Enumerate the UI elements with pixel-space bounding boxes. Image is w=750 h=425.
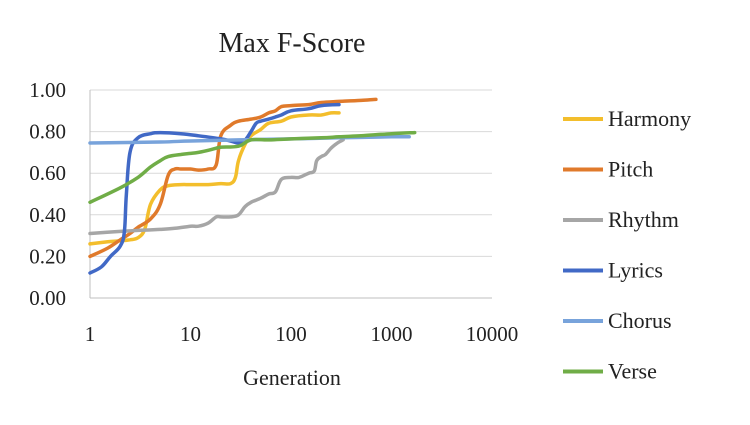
legend-item-rhythm: Rhythm	[563, 207, 679, 232]
series-line-verse	[88, 130, 417, 205]
legend-item-pitch: Pitch	[563, 157, 653, 182]
legend: Harmony Pitch Rhythm Lyrics Chorus Verse	[563, 106, 691, 384]
y-tick-label: 0.20	[29, 244, 66, 268]
legend-item-lyrics: Lyrics	[563, 258, 663, 283]
legend-label: Verse	[608, 359, 657, 384]
series-line-lyrics	[88, 102, 341, 275]
y-tick-label: 0.60	[29, 161, 66, 185]
x-tick-label: 100	[275, 322, 307, 346]
tick-labels: 0.00 0.20 0.40 0.60 0.80 1.00 1 10 100 1000 10000	[29, 78, 518, 346]
legend-label: Pitch	[608, 157, 653, 182]
y-tick-label: 0.00	[29, 286, 66, 310]
series-lines	[88, 97, 417, 275]
legend-label: Harmony	[608, 106, 691, 131]
chart-title: Max F-Score	[219, 28, 366, 59]
y-tick-label: 0.80	[29, 120, 66, 144]
x-tick-label: 10	[180, 322, 201, 346]
series-line-rhythm	[88, 138, 345, 236]
series-line-harmony	[88, 110, 341, 246]
legend-label: Chorus	[608, 308, 672, 333]
y-tick-label: 0.40	[29, 203, 66, 227]
x-tick-label: 10000	[466, 322, 519, 346]
axes	[89, 90, 492, 299]
x-tick-label: 1	[85, 322, 96, 346]
y-tick-label: 1.00	[29, 78, 66, 102]
legend-item-chorus: Chorus	[563, 308, 672, 333]
x-tick-label: 1000	[371, 322, 413, 346]
legend-label: Rhythm	[608, 207, 679, 232]
legend-label: Lyrics	[608, 258, 663, 283]
legend-item-harmony: Harmony	[563, 106, 691, 131]
x-axis-label: Generation	[243, 365, 341, 390]
legend-item-verse: Verse	[563, 359, 657, 384]
series-line-pitch	[88, 97, 378, 259]
